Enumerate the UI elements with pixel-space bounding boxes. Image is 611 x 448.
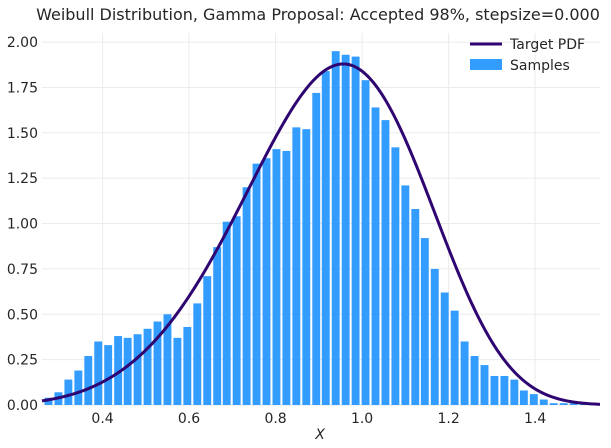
- histogram-bar: [183, 326, 192, 405]
- histogram-bar: [143, 328, 152, 405]
- y-tick-label: 0.50: [7, 307, 38, 323]
- histogram-bar: [302, 129, 311, 406]
- y-tick-label: 1.75: [7, 80, 38, 96]
- histogram-bar: [163, 314, 172, 405]
- histogram-bar: [381, 120, 390, 405]
- histogram-bar: [312, 92, 321, 405]
- histogram-bar: [262, 158, 271, 405]
- histogram-bar: [242, 187, 251, 405]
- y-tick-label: 0.25: [7, 353, 38, 369]
- y-tick-label: 2.00: [7, 35, 38, 51]
- histogram-bar: [272, 149, 281, 405]
- x-axis-label: X: [314, 427, 325, 443]
- legend-label-target-pdf: Target PDF: [509, 37, 585, 53]
- legend-bar-swatch: [470, 59, 502, 70]
- histogram-bar: [153, 321, 162, 405]
- histogram-bar: [114, 336, 123, 405]
- y-tick-label: 1.00: [7, 217, 38, 233]
- histogram-bar: [490, 375, 499, 405]
- histogram-bar: [74, 370, 83, 405]
- x-tick-label: 0.4: [91, 411, 113, 427]
- histogram-bar: [331, 51, 340, 406]
- histogram-bar: [401, 185, 410, 405]
- histogram-bar: [104, 345, 113, 405]
- histogram-bar: [203, 276, 212, 405]
- histogram-bar: [519, 390, 528, 405]
- x-tick-label: 0.8: [264, 411, 286, 427]
- histogram-bar: [391, 147, 400, 405]
- histogram-bar: [510, 379, 519, 405]
- histogram-bar: [341, 54, 350, 406]
- histogram-bar: [84, 356, 93, 405]
- histogram-bar: [411, 209, 420, 405]
- histogram-bar: [193, 303, 202, 405]
- y-tick-label: 0.75: [7, 262, 38, 278]
- chart-title: Weibull Distribution, Gamma Proposal: Ac…: [36, 5, 600, 24]
- pdf-curve-group: [41, 62, 601, 406]
- target-pdf-line: [41, 62, 601, 406]
- x-tick-label: 1.4: [524, 411, 546, 427]
- histogram-bar: [539, 399, 548, 405]
- y-tick-label: 1.25: [7, 171, 38, 187]
- histogram-bar: [430, 268, 439, 405]
- histogram-bar: [232, 216, 241, 405]
- histogram-bar: [173, 337, 182, 405]
- histogram-bar: [549, 403, 558, 405]
- x-tick-label: 1.2: [437, 411, 459, 427]
- y-tick-label: 0.00: [7, 398, 38, 414]
- histogram-bar: [64, 379, 73, 405]
- histogram-bar: [450, 310, 459, 405]
- histogram-bar: [440, 292, 449, 405]
- histogram-bar: [500, 375, 509, 405]
- histogram-bar: [123, 337, 132, 405]
- histogram-bar: [460, 341, 469, 405]
- histogram-bars: [44, 51, 588, 406]
- histogram-bar: [222, 221, 231, 405]
- x-tick-label: 0.6: [178, 411, 200, 427]
- legend-label-samples: Samples: [510, 58, 570, 74]
- histogram-bar: [94, 341, 103, 405]
- histogram-bar: [351, 56, 360, 406]
- x-tick-label: 1.0: [351, 411, 373, 427]
- histogram-bar: [371, 107, 380, 406]
- x-axis-ticks: 0.4 0.6 0.8 1.0 1.2 1.4: [91, 411, 546, 427]
- histogram-bar: [569, 403, 578, 405]
- histogram-bar: [213, 247, 222, 405]
- histogram-bar: [361, 80, 370, 406]
- y-tick-label: 1.50: [7, 126, 38, 142]
- histogram-bar: [470, 356, 479, 405]
- legend: Target PDF Samples: [470, 37, 585, 74]
- histogram-bar: [529, 394, 538, 405]
- histogram-bar: [559, 403, 568, 405]
- histogram-bar: [252, 163, 261, 405]
- histogram-bar: [44, 397, 53, 405]
- y-axis-ticks: 0.00 0.25 0.50 0.75 1.00 1.25 1.50 1.75 2.00: [7, 35, 38, 414]
- histogram-bar: [292, 127, 301, 406]
- histogram-bar: [420, 238, 429, 405]
- histogram-bar: [133, 334, 142, 405]
- histogram-bar: [282, 150, 291, 405]
- histogram-bar: [480, 365, 489, 405]
- histogram-bar: [321, 71, 330, 406]
